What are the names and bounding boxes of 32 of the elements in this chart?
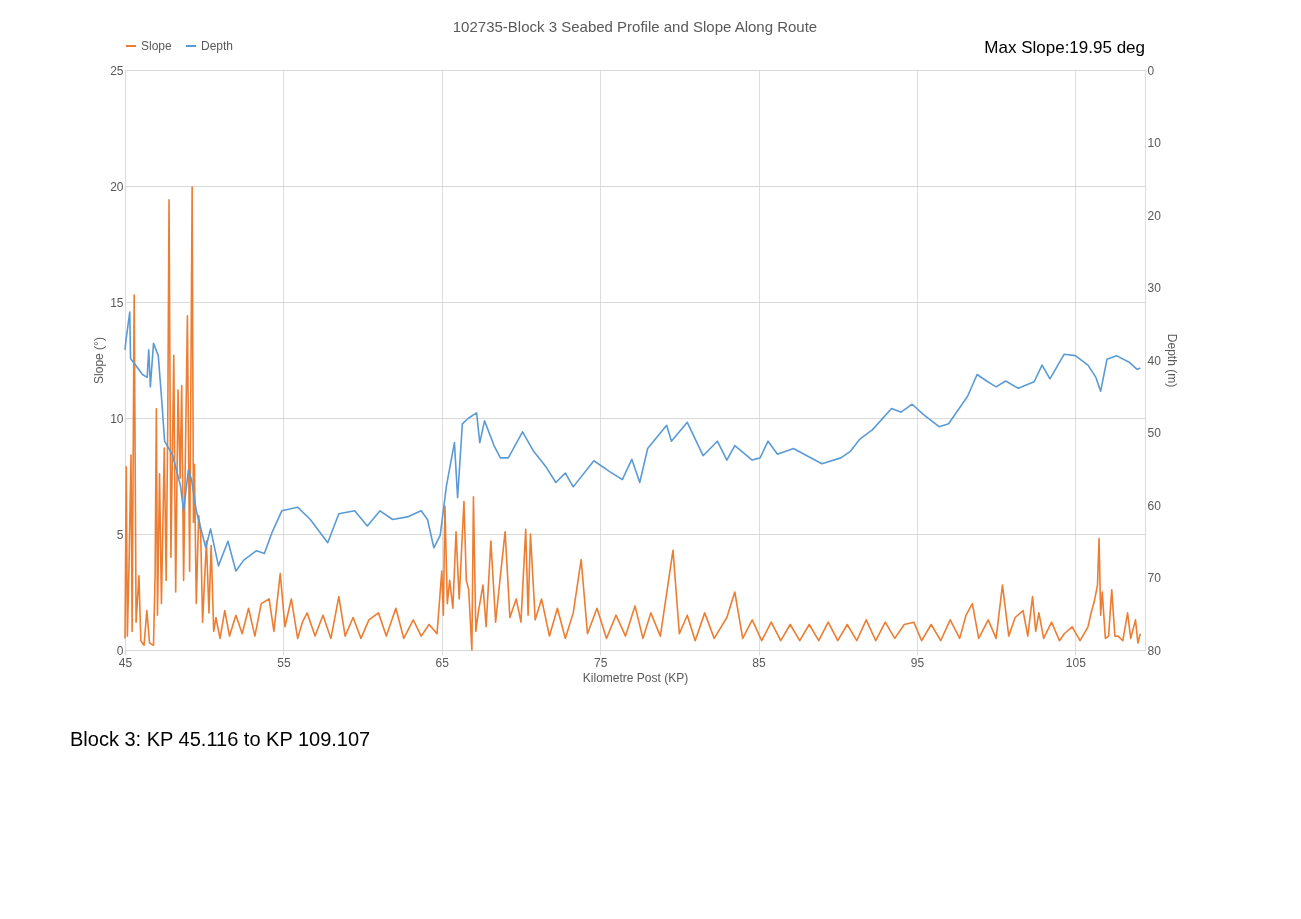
y-tick-label: 5 [116, 527, 124, 542]
legend-label: Depth [201, 39, 234, 53]
x-tick-label: 75 [593, 655, 608, 670]
y-tick-label: 10 [110, 411, 124, 426]
x-tick-label: 105 [1065, 655, 1087, 670]
y-tick-label: 0 [116, 643, 124, 658]
y-tick-label: 15 [110, 295, 124, 310]
text: Block 3: KP 45.116 to KP 109.107 [70, 728, 371, 750]
x-tick-label: 85 [752, 655, 767, 670]
x-tick-label: 45 [118, 655, 133, 670]
y2-tick-label: 40 [1147, 353, 1162, 368]
y2-tick-label: 20 [1147, 208, 1162, 223]
y-tick-label: 25 [110, 63, 124, 78]
line-series [124, 186, 1142, 651]
y2-tick-label: 80 [1147, 643, 1162, 658]
legend-label: Slope [141, 39, 173, 53]
y2-tick-label: 50 [1147, 426, 1162, 440]
y2-tick-label: 0 [1147, 63, 1155, 78]
line-series [124, 311, 1142, 572]
y2-tick-label: 70 [1147, 571, 1162, 585]
y-axis-title: Slope (°) [92, 337, 107, 384]
x-axis-title: Kilometre Post (KP) [582, 670, 689, 685]
y2-axis-title: Depth (m) [1164, 333, 1179, 388]
chart-title: 102735-Block 3 Seabed Profile and Slope Along Route [452, 18, 818, 35]
x-tick-label: 65 [435, 655, 450, 670]
y2-tick-label: 60 [1147, 498, 1162, 513]
y2-tick-label: 10 [1147, 136, 1162, 150]
x-tick-label: 95 [910, 655, 925, 670]
y-tick-label: 20 [110, 179, 124, 194]
x-tick-label: 55 [277, 655, 291, 670]
text: Max Slope:19.95 deg [984, 38, 1145, 57]
y2-tick-label: 30 [1147, 281, 1162, 295]
